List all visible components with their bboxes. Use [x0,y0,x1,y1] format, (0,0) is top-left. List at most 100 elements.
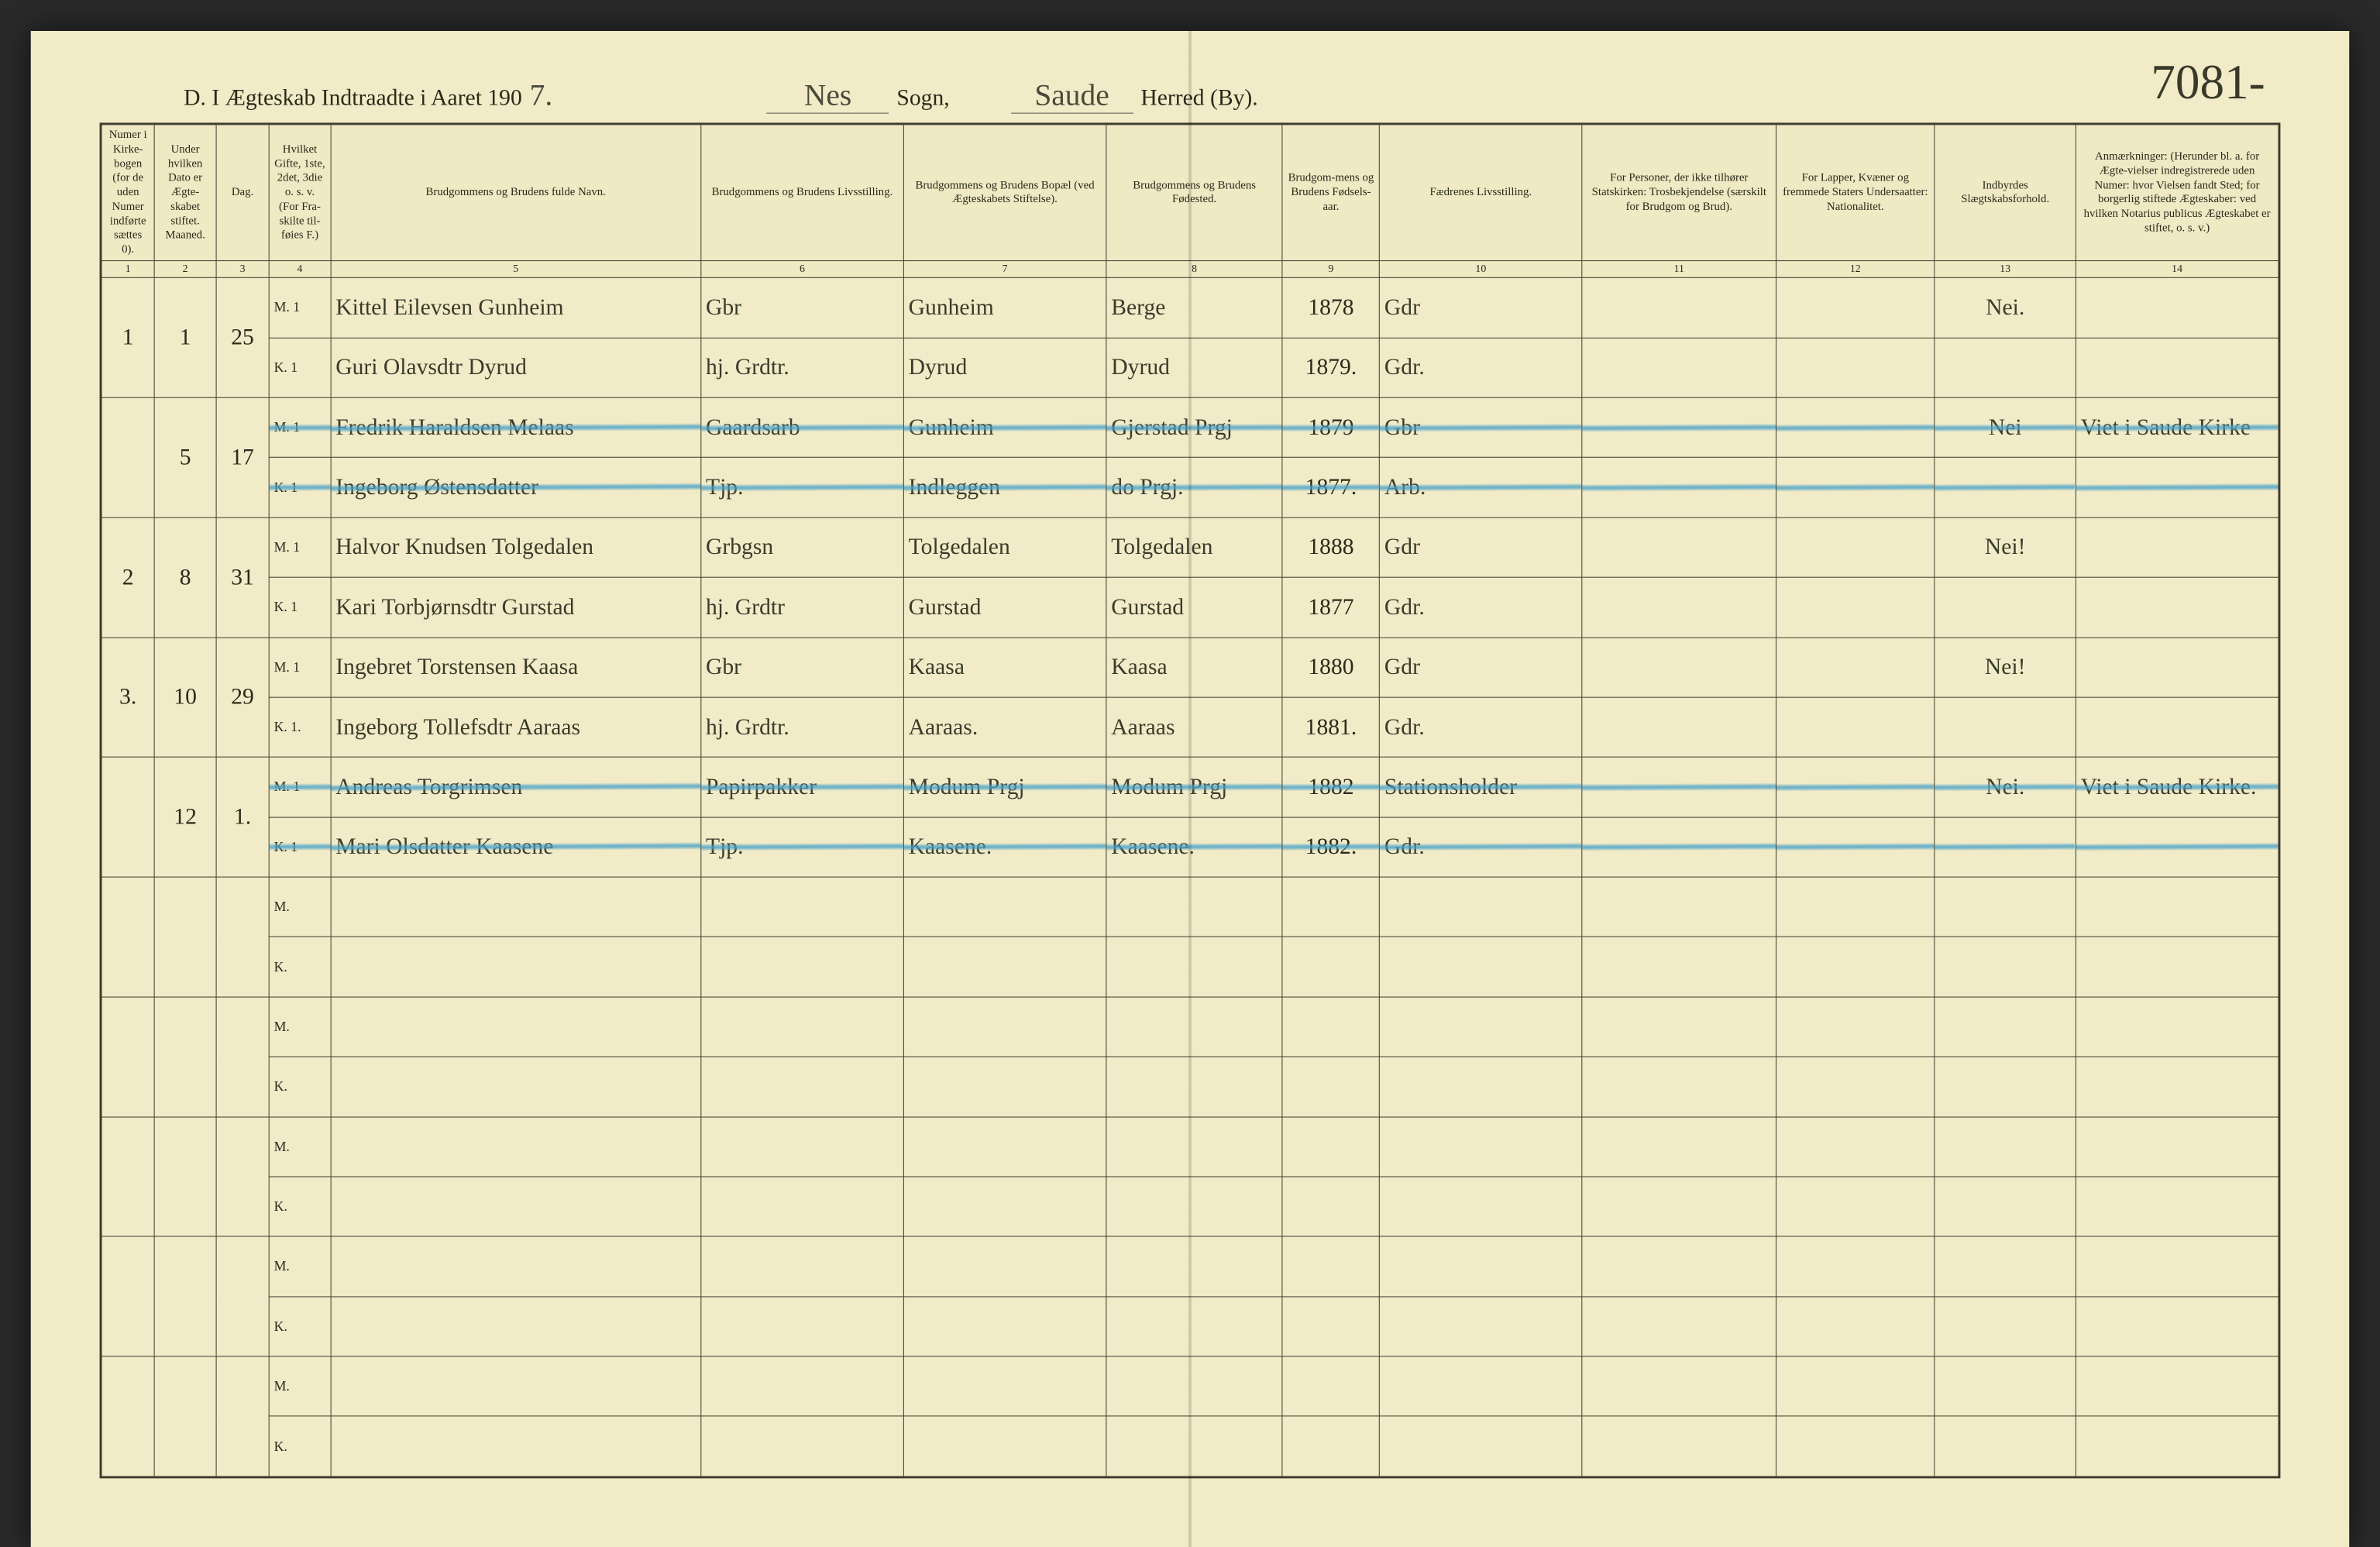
slaegt-m: Nei [1935,397,2076,457]
empty [1582,937,1776,996]
entry-month: 8 [154,517,216,638]
gift-k: K. [269,1416,331,1477]
entry-day [216,1117,269,1237]
slaegt-m: Nei! [1935,638,2076,697]
empty [331,1356,701,1416]
stilling-k: hj. Grdtr. [701,338,904,397]
empty [1776,1057,1935,1116]
empty [701,1177,904,1236]
table-row: 1125M. 1Kittel Eilevsen GunheimGbrGunhei… [101,278,2279,338]
column-number: 5 [331,260,701,277]
empty [1106,937,1283,996]
slaegt-k [1935,817,2076,877]
c12-m [1776,278,1935,338]
empty [1380,1177,1583,1236]
fodested-k: do Prgj. [1106,458,1283,517]
empty [1776,1177,1935,1236]
empty [2076,1356,2279,1416]
anm-m [2076,517,2279,577]
entry-number: 3. [101,638,154,758]
empty [2076,1057,2279,1116]
gift-k: K. 1 [269,577,331,637]
column-number: 3 [216,260,269,277]
faedre-m: Gdr [1380,517,1583,577]
table-row: K. 1Ingeborg ØstensdatterTjp.Indleggendo… [101,458,2279,517]
empty [1935,1236,2076,1296]
empty [2076,997,2279,1057]
stilling-m: Papirpakker [701,757,904,816]
table-row: 121.M. 1Andreas TorgrimsenPapirpakkerMod… [101,757,2279,816]
table-frame: Numer i Kirke-bogen (for de uden Numer i… [100,122,2281,1478]
entry-day: 29 [216,638,269,758]
empty [1935,1297,2076,1356]
anm-k [2076,817,2279,877]
empty [701,1416,904,1477]
empty [1582,1117,1776,1177]
empty [2076,1297,2279,1356]
empty [1106,1416,1283,1477]
bopael-m: Gunheim [903,397,1106,457]
entry-number: 1 [101,278,154,398]
faedre-k: Gdr. [1380,697,1583,757]
slaegt-k [1935,697,2076,757]
herred-label: Herred (By). [1140,85,1257,112]
empty [903,1236,1106,1296]
empty [1380,1356,1583,1416]
aar-k: 1882. [1282,817,1379,877]
empty [331,1416,701,1477]
entry-number [101,757,154,877]
table-row: K. 1Mari Olsdatter KaaseneTjp.Kaasene.Ka… [101,817,2279,877]
entry-day: 17 [216,397,269,517]
empty [1776,1236,1935,1296]
column-header: Hvilket Gifte, 1ste, 2det, 3die o. s. v.… [269,125,331,260]
aar-k: 1879. [1282,338,1379,397]
table-row: M. [101,877,2279,937]
empty [331,1117,701,1177]
column-header: Indbyrdes Slægtskabsforhold. [1935,125,2076,260]
empty [903,937,1106,996]
c11-m [1582,397,1776,457]
name-m: Fredrik Haraldsen Melaas [331,397,701,457]
empty [1776,1117,1935,1177]
c12-k [1776,817,1935,877]
c11-m [1582,757,1776,816]
slaegt-m: Nei. [1935,278,2076,338]
slaegt-k [1935,338,2076,397]
gift-m: M. 1 [269,397,331,457]
gift-k: K. 1 [269,458,331,517]
empty [1776,1416,1935,1477]
empty [2076,1236,2279,1296]
anm-k [2076,458,2279,517]
empty [701,877,904,937]
faedre-m: Stationsholder [1380,757,1583,816]
table-row: K. [101,1057,2279,1116]
aar-k: 1877 [1282,577,1379,637]
anm-m: Viet i Saude Kirke. [2076,757,2279,816]
entry-month: 5 [154,397,216,517]
empty [903,1416,1106,1477]
slaegt-m: Nei. [1935,757,2076,816]
page-header: D. I Ægteskab Indtraadte i Aaret 190 7. … [184,77,2258,115]
c12-m [1776,757,1935,816]
empty [1776,877,1935,937]
table-row: 517M. 1Fredrik Haraldsen MelaasGaardsarb… [101,397,2279,457]
empty [1935,877,2076,937]
entry-month [154,1236,216,1356]
gift-m: M. [269,1356,331,1416]
column-number: 13 [1935,260,2076,277]
aar-k: 1877. [1282,458,1379,517]
empty [1935,1057,2076,1116]
empty [701,1236,904,1296]
name-k: Ingeborg Østensdatter [331,458,701,517]
empty [331,1297,701,1356]
anm-k [2076,577,2279,637]
name-m: Kittel Eilevsen Gunheim [331,278,701,338]
fodested-m: Kaasa [1106,638,1283,697]
name-m: Ingebret Torstensen Kaasa [331,638,701,697]
fodested-k: Aaraas [1106,697,1283,757]
column-header: Brudgommens og Brudens fulde Navn. [331,125,701,260]
column-number: 4 [269,260,331,277]
table-row: M. [101,997,2279,1057]
empty [1935,1177,2076,1236]
empty [903,877,1106,937]
